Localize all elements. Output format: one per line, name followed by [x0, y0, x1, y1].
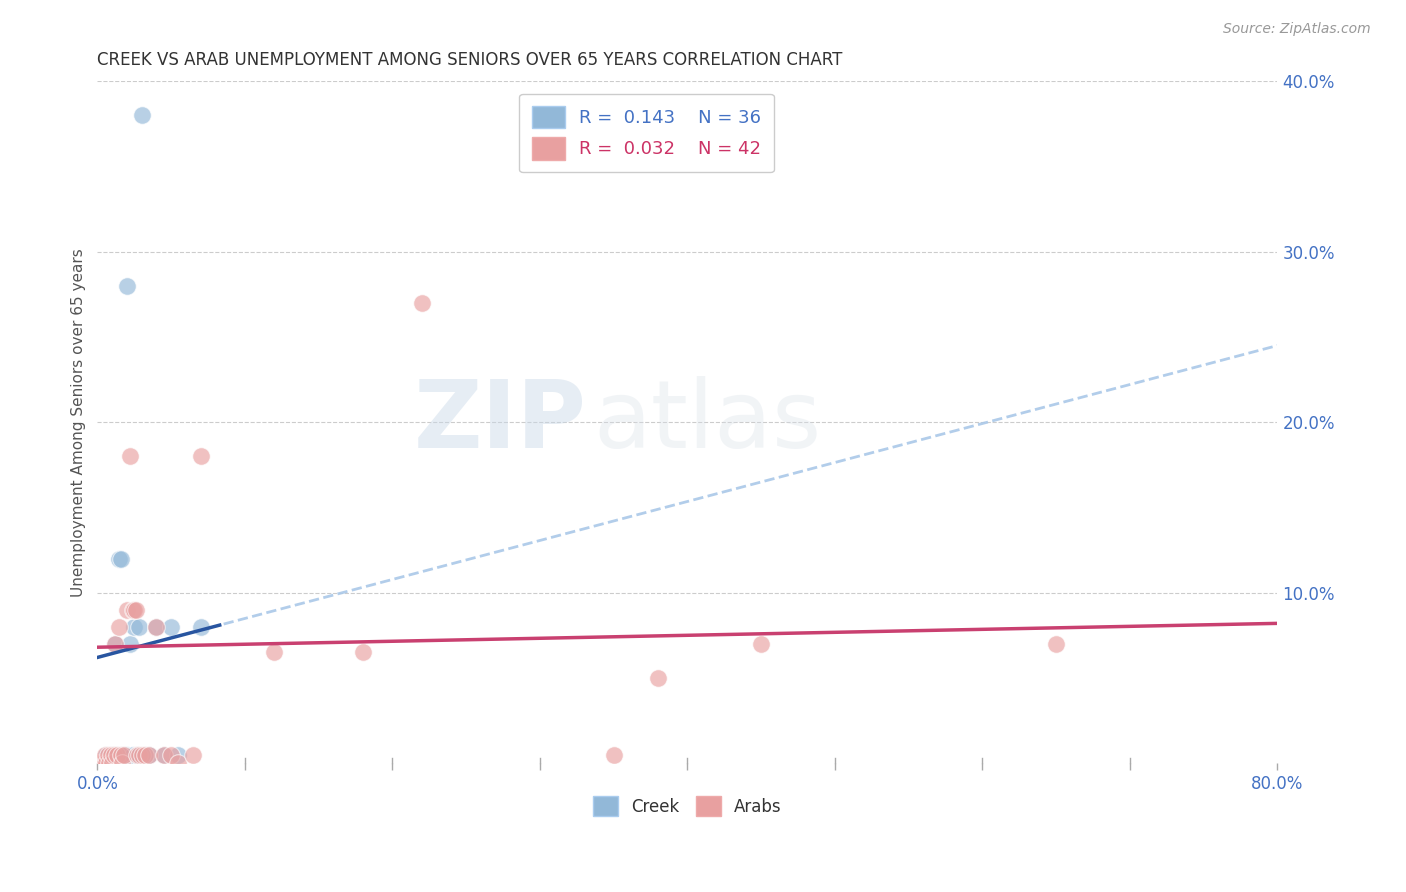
- Point: [90, 756, 112, 771]
- Point: [103, 747, 125, 762]
- Point: [111, 747, 134, 762]
- Point: [115, 747, 138, 762]
- Point: [101, 756, 124, 771]
- Point: [127, 747, 149, 762]
- Point: [190, 450, 212, 464]
- Point: [97, 747, 120, 762]
- Point: [100, 747, 122, 762]
- Point: [111, 756, 134, 771]
- Point: [160, 747, 183, 762]
- Point: [134, 747, 156, 762]
- Point: [131, 756, 153, 771]
- Point: [145, 620, 167, 634]
- Point: [91, 756, 114, 771]
- Point: [118, 450, 141, 464]
- Text: atlas: atlas: [593, 376, 821, 468]
- Point: [1045, 637, 1067, 651]
- Point: [96, 756, 118, 771]
- Point: [97, 756, 120, 771]
- Point: [101, 756, 124, 771]
- Point: [108, 620, 131, 634]
- Point: [104, 637, 127, 651]
- Point: [93, 756, 115, 771]
- Point: [115, 278, 138, 293]
- Point: [263, 645, 285, 659]
- Y-axis label: Unemployment Among Seniors over 65 years: Unemployment Among Seniors over 65 years: [72, 248, 86, 597]
- Point: [167, 747, 190, 762]
- Point: [602, 747, 624, 762]
- Point: [105, 747, 128, 762]
- Point: [104, 637, 127, 651]
- Point: [134, 747, 156, 762]
- Point: [96, 747, 118, 762]
- Text: ZIP: ZIP: [415, 376, 588, 468]
- Point: [89, 756, 111, 771]
- Point: [181, 747, 204, 762]
- Point: [112, 747, 135, 762]
- Point: [749, 637, 772, 651]
- Point: [110, 747, 132, 762]
- Point: [131, 108, 153, 122]
- Point: [115, 603, 138, 617]
- Point: [98, 756, 121, 771]
- Point: [89, 756, 111, 771]
- Point: [121, 603, 143, 617]
- Point: [118, 637, 141, 651]
- Point: [121, 747, 143, 762]
- Point: [87, 756, 110, 771]
- Point: [103, 747, 125, 762]
- Text: CREEK VS ARAB UNEMPLOYMENT AMONG SENIORS OVER 65 YEARS CORRELATION CHART: CREEK VS ARAB UNEMPLOYMENT AMONG SENIORS…: [97, 51, 842, 69]
- Point: [100, 747, 122, 762]
- Point: [112, 747, 135, 762]
- Point: [152, 747, 174, 762]
- Point: [167, 756, 190, 771]
- Point: [152, 747, 174, 762]
- Point: [160, 620, 183, 634]
- Text: Source: ZipAtlas.com: Source: ZipAtlas.com: [1223, 22, 1371, 37]
- Point: [108, 551, 131, 566]
- Point: [125, 603, 148, 617]
- Point: [138, 747, 160, 762]
- Point: [86, 756, 108, 771]
- Point: [127, 747, 149, 762]
- Point: [352, 645, 374, 659]
- Point: [131, 747, 153, 762]
- Point: [138, 747, 160, 762]
- Point: [105, 747, 128, 762]
- Point: [122, 603, 145, 617]
- Point: [101, 747, 124, 762]
- Point: [93, 756, 115, 771]
- Point: [128, 620, 150, 634]
- Point: [110, 551, 132, 566]
- Point: [122, 620, 145, 634]
- Point: [145, 620, 167, 634]
- Point: [86, 756, 108, 771]
- Point: [190, 620, 212, 634]
- Point: [117, 756, 139, 771]
- Point: [647, 671, 669, 685]
- Point: [96, 756, 118, 771]
- Point: [90, 756, 112, 771]
- Point: [98, 756, 121, 771]
- Point: [411, 296, 433, 310]
- Legend: Creek, Arabs: Creek, Arabs: [586, 789, 789, 823]
- Point: [91, 756, 114, 771]
- Point: [128, 747, 150, 762]
- Point: [93, 747, 115, 762]
